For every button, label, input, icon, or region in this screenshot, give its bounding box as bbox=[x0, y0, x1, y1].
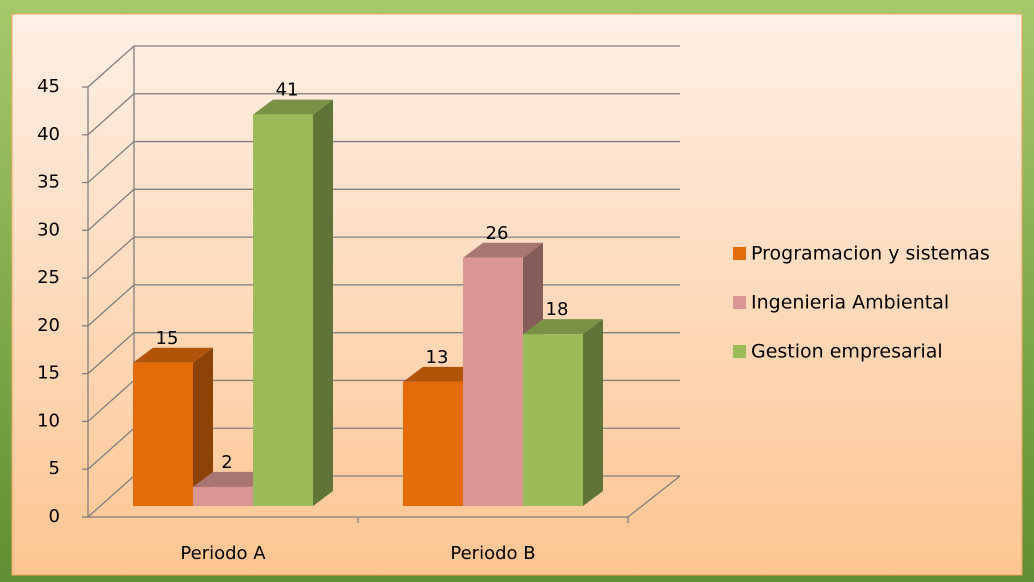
grid-line bbox=[87, 45, 680, 88]
legend-label: Gestion empresarial bbox=[751, 341, 943, 363]
x-tick-label: Periodo A bbox=[180, 543, 266, 564]
bar bbox=[403, 381, 463, 506]
bar-top bbox=[523, 319, 603, 335]
data-label: 15 bbox=[156, 328, 179, 349]
bar-top bbox=[253, 99, 333, 115]
data-label: 41 bbox=[276, 80, 299, 101]
floor-edge bbox=[627, 475, 681, 518]
grid-line bbox=[87, 140, 680, 184]
data-label: 2 bbox=[221, 452, 232, 473]
y-tick-label: 40 bbox=[37, 124, 60, 145]
legend-label: Programacion y sistemas bbox=[751, 243, 990, 265]
bar-side bbox=[193, 347, 213, 506]
y-tick-label: 20 bbox=[37, 315, 60, 336]
grid-line bbox=[87, 188, 680, 231]
grid-line bbox=[87, 93, 680, 136]
data-label: 18 bbox=[546, 299, 569, 320]
y-tick-label: 45 bbox=[37, 76, 60, 97]
bar bbox=[523, 334, 583, 506]
y-tick-label: 5 bbox=[49, 458, 60, 479]
bar bbox=[463, 257, 523, 506]
bar-top bbox=[133, 347, 213, 363]
data-label: 26 bbox=[486, 223, 509, 244]
y-tick-label: 25 bbox=[37, 267, 60, 288]
y-tick-label: 10 bbox=[37, 410, 60, 431]
data-label: 13 bbox=[426, 347, 449, 368]
bar-top bbox=[463, 242, 543, 258]
y-tick-label: 35 bbox=[37, 172, 60, 193]
bar-side bbox=[583, 319, 603, 506]
bar-side bbox=[313, 99, 333, 506]
legend-swatch bbox=[733, 345, 746, 358]
y-tick-label: 15 bbox=[37, 363, 60, 384]
legend-swatch bbox=[733, 247, 746, 260]
bar bbox=[133, 362, 193, 506]
x-tick-label: Periodo B bbox=[450, 543, 535, 564]
y-tick-label: 0 bbox=[49, 506, 60, 527]
legend-label: Ingenieria Ambiental bbox=[751, 292, 949, 314]
bar bbox=[253, 114, 313, 506]
bar bbox=[193, 486, 253, 506]
legend-swatch bbox=[733, 296, 746, 309]
y-tick-label: 30 bbox=[37, 219, 60, 240]
grid-line bbox=[87, 236, 680, 279]
